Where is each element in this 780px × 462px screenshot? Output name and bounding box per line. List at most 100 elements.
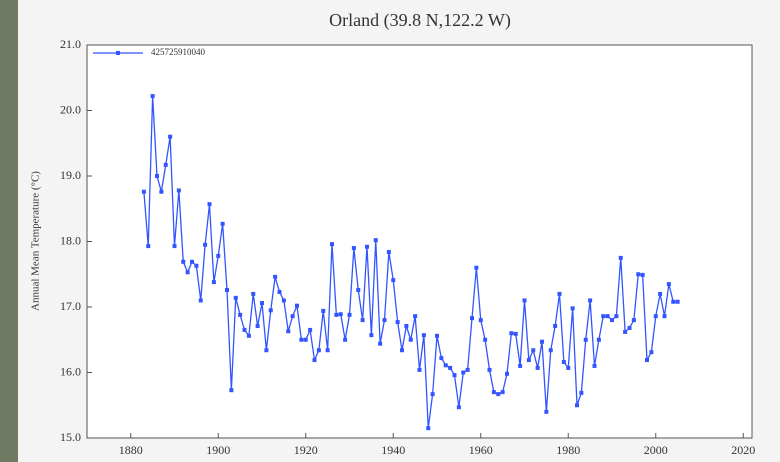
- marker: [181, 259, 186, 264]
- marker: [334, 312, 339, 317]
- marker: [325, 348, 330, 353]
- y-tick-label: 17.0: [60, 299, 81, 313]
- marker: [561, 360, 566, 365]
- marker: [347, 312, 352, 317]
- marker: [373, 238, 378, 243]
- marker: [286, 329, 291, 334]
- marker: [251, 291, 256, 296]
- marker: [255, 323, 260, 328]
- x-tick-label: 2020: [731, 443, 755, 457]
- marker: [198, 298, 203, 303]
- marker: [290, 314, 295, 319]
- x-tick-label: 1960: [469, 443, 493, 457]
- marker: [316, 348, 321, 353]
- marker: [605, 314, 610, 319]
- marker: [264, 348, 269, 353]
- marker: [631, 318, 636, 323]
- legend-label: 425725910040: [151, 47, 206, 57]
- marker: [439, 356, 444, 361]
- marker: [443, 363, 448, 368]
- marker: [518, 363, 523, 368]
- marker: [474, 265, 479, 270]
- marker: [299, 337, 304, 342]
- marker: [653, 314, 658, 319]
- marker: [575, 403, 579, 408]
- marker: [238, 312, 243, 317]
- marker: [391, 278, 396, 283]
- marker: [172, 244, 177, 249]
- marker: [557, 291, 562, 296]
- y-tick-label: 20.0: [60, 102, 81, 116]
- marker: [268, 308, 273, 313]
- marker: [456, 405, 461, 410]
- marker: [583, 337, 588, 342]
- marker: [417, 367, 422, 372]
- marker: [623, 329, 628, 334]
- marker: [281, 298, 286, 303]
- chart-title: Orland (39.8 N,122.2 W): [329, 10, 511, 31]
- marker: [408, 337, 413, 342]
- marker: [404, 323, 409, 328]
- marker: [220, 221, 225, 226]
- marker: [150, 94, 155, 99]
- y-tick-label: 16.0: [60, 364, 81, 378]
- marker: [382, 318, 387, 323]
- marker: [662, 314, 667, 319]
- marker: [645, 358, 649, 363]
- marker: [509, 331, 514, 336]
- marker: [242, 327, 247, 332]
- marker: [566, 365, 571, 370]
- marker: [386, 249, 391, 254]
- marker: [610, 318, 614, 323]
- marker: [229, 388, 234, 393]
- marker: [483, 337, 488, 342]
- marker: [627, 325, 632, 330]
- marker: [491, 390, 496, 395]
- marker: [540, 339, 544, 344]
- marker: [649, 350, 654, 355]
- marker: [513, 331, 518, 336]
- marker: [395, 320, 400, 325]
- marker: [435, 333, 439, 338]
- marker: [203, 242, 208, 247]
- marker: [176, 188, 181, 193]
- marker: [500, 390, 505, 395]
- marker: [155, 174, 159, 178]
- marker: [636, 272, 641, 277]
- marker: [312, 358, 317, 363]
- marker: [207, 202, 212, 207]
- y-axis-label: Annual Mean Temperature (°C): [30, 171, 42, 311]
- y-tick-label: 15.0: [60, 430, 81, 444]
- marker: [211, 280, 216, 285]
- marker: [308, 327, 313, 332]
- marker: [461, 370, 466, 375]
- y-tick-label: 21.0: [60, 37, 81, 51]
- marker: [675, 299, 680, 304]
- marker: [470, 316, 474, 321]
- y-tick-label: 19.0: [60, 168, 81, 182]
- x-tick-label: 1920: [294, 443, 318, 457]
- marker: [233, 295, 238, 300]
- marker: [295, 303, 299, 308]
- marker: [592, 363, 597, 368]
- marker: [260, 301, 264, 306]
- marker: [421, 333, 426, 338]
- marker: [522, 298, 527, 303]
- plot-area: [86, 44, 753, 439]
- marker: [365, 244, 369, 249]
- marker: [168, 134, 173, 139]
- marker: [159, 189, 164, 194]
- marker: [413, 314, 418, 319]
- marker: [430, 392, 435, 397]
- marker: [448, 365, 453, 370]
- x-tick-label: 1900: [206, 443, 230, 457]
- marker: [465, 367, 470, 372]
- marker: [487, 367, 492, 372]
- marker: [588, 298, 593, 303]
- marker: [225, 287, 229, 292]
- marker: [356, 287, 361, 292]
- marker: [596, 337, 601, 342]
- marker: [194, 263, 199, 268]
- marker: [531, 348, 536, 353]
